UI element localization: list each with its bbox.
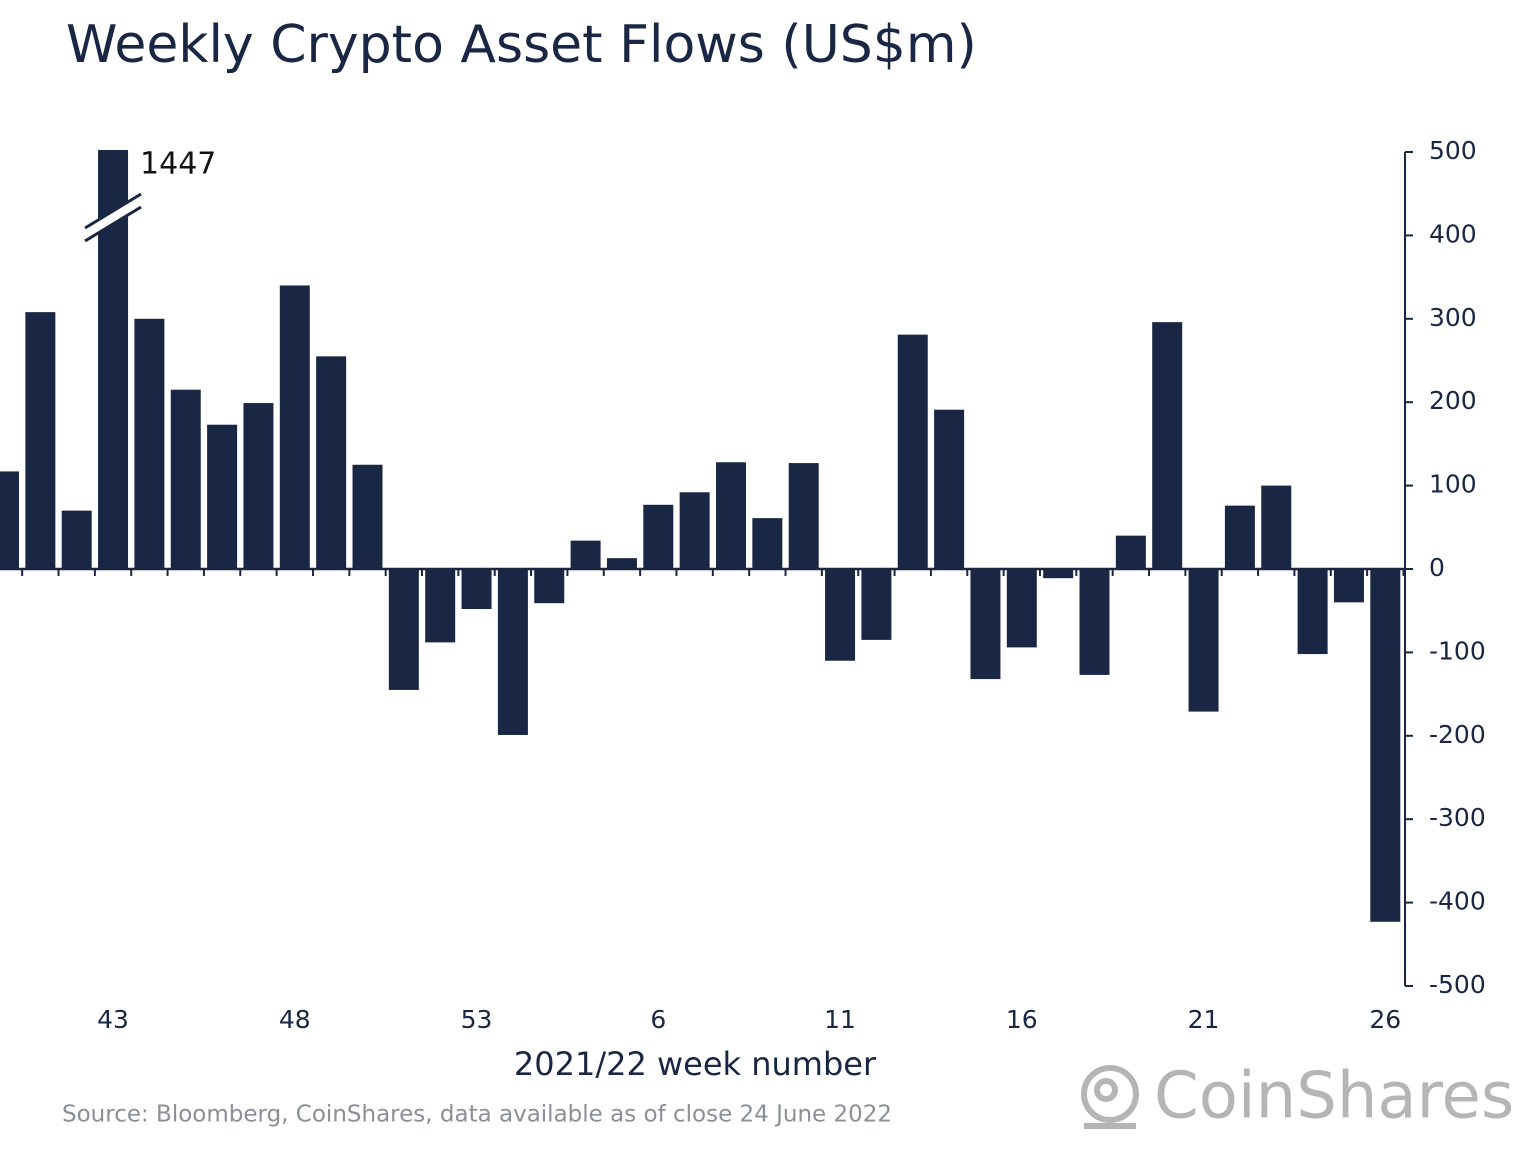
x-tick-label: 11 bbox=[824, 1005, 856, 1034]
bar bbox=[1370, 569, 1401, 922]
y-tick-label: 400 bbox=[1429, 219, 1477, 248]
bar bbox=[534, 569, 565, 604]
y-tick-label: 300 bbox=[1429, 303, 1477, 332]
y-tick-label: -100 bbox=[1429, 636, 1486, 665]
y-tick-label: -200 bbox=[1429, 720, 1486, 749]
y-tick-label: 100 bbox=[1429, 470, 1477, 499]
bar bbox=[425, 569, 456, 643]
y-tick-label: -400 bbox=[1429, 887, 1486, 916]
bar bbox=[679, 492, 710, 569]
bar bbox=[497, 569, 528, 735]
bar bbox=[643, 504, 674, 569]
bar bbox=[1079, 569, 1110, 675]
x-tick-label: 21 bbox=[1188, 1005, 1220, 1034]
axis-break bbox=[82, 195, 144, 239]
x-tick-label: 43 bbox=[97, 1005, 129, 1034]
data-label: 1447 bbox=[140, 147, 216, 182]
bar bbox=[388, 569, 419, 690]
bar bbox=[1333, 569, 1364, 603]
bar bbox=[134, 318, 165, 569]
y-tick-label: -500 bbox=[1429, 970, 1486, 999]
bar bbox=[61, 510, 92, 569]
x-tick-label: 6 bbox=[650, 1005, 666, 1034]
y-tick-label: 0 bbox=[1429, 553, 1445, 582]
bar bbox=[1188, 569, 1219, 712]
y-tick-label: 500 bbox=[1429, 136, 1477, 165]
axis-break bbox=[84, 192, 142, 230]
bar bbox=[0, 471, 19, 569]
bar bbox=[788, 463, 819, 569]
axis-break bbox=[84, 205, 142, 243]
x-axis-title: 2021/22 week number bbox=[514, 1045, 877, 1083]
x-tick-label: 26 bbox=[1369, 1005, 1401, 1034]
bar bbox=[716, 462, 746, 569]
bar bbox=[243, 403, 274, 569]
bar bbox=[1152, 322, 1183, 569]
plot-area bbox=[0, 150, 1401, 922]
x-tick-label: 53 bbox=[461, 1005, 493, 1034]
bar bbox=[934, 409, 965, 569]
bar bbox=[1006, 569, 1037, 648]
bar bbox=[752, 518, 783, 569]
brand-logo: CoinShares bbox=[1154, 1060, 1514, 1134]
bar bbox=[1115, 535, 1146, 569]
bar bbox=[316, 356, 347, 569]
bar bbox=[861, 569, 892, 640]
bar bbox=[98, 150, 129, 569]
bar bbox=[606, 558, 637, 569]
bar bbox=[207, 424, 238, 569]
bar bbox=[1261, 485, 1292, 569]
y-tick-label: -300 bbox=[1429, 803, 1486, 832]
bar bbox=[1297, 569, 1328, 655]
chart-title: Weekly Crypto Asset Flows (US$m) bbox=[66, 15, 977, 75]
bar bbox=[279, 285, 310, 569]
y-tick-label: 200 bbox=[1429, 386, 1477, 415]
bar bbox=[461, 569, 492, 610]
bar bbox=[970, 569, 1001, 680]
bar bbox=[1224, 505, 1255, 569]
bar bbox=[897, 334, 928, 569]
bar bbox=[170, 389, 201, 569]
bar bbox=[1043, 569, 1074, 579]
x-tick-label: 48 bbox=[279, 1005, 311, 1034]
brand-logo-icon bbox=[1081, 1065, 1139, 1129]
bar bbox=[570, 540, 601, 569]
x-tick-label: 16 bbox=[1006, 1005, 1038, 1034]
bar bbox=[825, 569, 856, 661]
source-note: Source: Bloomberg, CoinShares, data avai… bbox=[62, 1102, 892, 1128]
bar bbox=[25, 312, 56, 569]
bar bbox=[352, 464, 383, 569]
